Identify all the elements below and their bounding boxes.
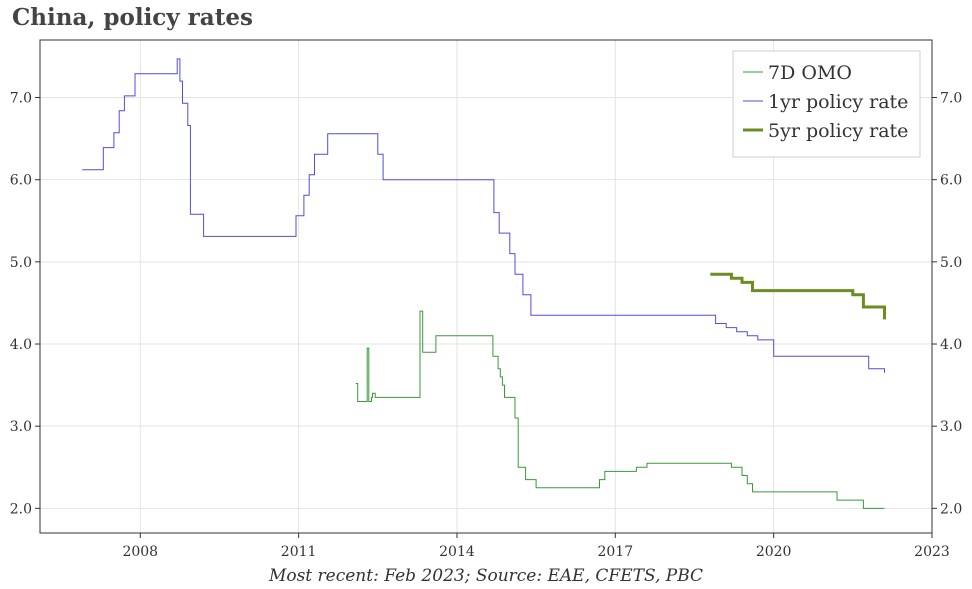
y-tick-label-right: 4.0 xyxy=(940,337,962,353)
x-tick-label: 2014 xyxy=(439,544,475,560)
legend-label-3: 5yr policy rate xyxy=(768,120,908,142)
axes: 2.0 2.0 3.0 3.0 4.0 4.0 5.0 5.0 6.0 6.0 7.0 7.0 2008… xyxy=(10,91,963,560)
x-tick-label: 2023 xyxy=(914,544,950,560)
legend-box xyxy=(732,50,921,158)
chart-title: China, policy rates xyxy=(12,4,253,31)
chart-footer: Most recent: Feb 2023; Source: EAE, CFET… xyxy=(268,566,704,586)
legend: 7D OMO 1yr policy rate 5yr policy rate xyxy=(732,50,921,158)
series-line-2 xyxy=(82,58,885,373)
legend-label-1: 7D OMO xyxy=(768,62,852,84)
x-tick-label: 2020 xyxy=(756,544,792,560)
y-tick-label-right: 5.0 xyxy=(940,255,962,271)
y-tick-label-left: 2.0 xyxy=(10,501,32,517)
plot-frame xyxy=(39,39,933,534)
x-tick-label: 2017 xyxy=(597,544,633,560)
x-tick-label: 2008 xyxy=(122,544,158,560)
y-tick-label-right: 6.0 xyxy=(940,173,962,189)
series-line-3 xyxy=(710,272,886,320)
y-tick-label-left: 3.0 xyxy=(10,419,32,435)
x-tick-label: 2011 xyxy=(281,544,317,560)
y-tick-label-left: 5.0 xyxy=(10,255,32,271)
y-tick-label-right: 3.0 xyxy=(940,419,962,435)
legend-label-2: 1yr policy rate xyxy=(768,91,908,113)
series-group xyxy=(82,58,886,509)
y-tick-label-left: 7.0 xyxy=(10,91,32,107)
series-line-1 xyxy=(355,310,885,509)
y-tick-label-right: 2.0 xyxy=(940,501,962,517)
y-tick-label-left: 6.0 xyxy=(10,173,32,189)
y-tick-label-left: 4.0 xyxy=(10,337,32,353)
grid-lines xyxy=(40,40,933,533)
y-tick-label-right: 7.0 xyxy=(940,91,962,107)
